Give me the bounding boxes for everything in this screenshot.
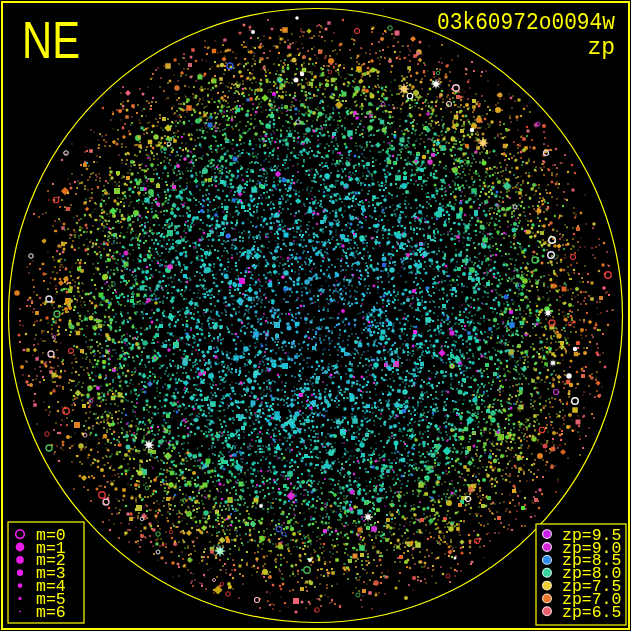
svg-text:NE: NE [22,11,80,69]
svg-text:m=6: m=6 [36,603,66,622]
svg-text:zp=6.5: zp=6.5 [562,603,621,622]
svg-text:03k60972o0094w: 03k60972o0094w [437,10,615,36]
svg-text:zp: zp [587,35,615,61]
